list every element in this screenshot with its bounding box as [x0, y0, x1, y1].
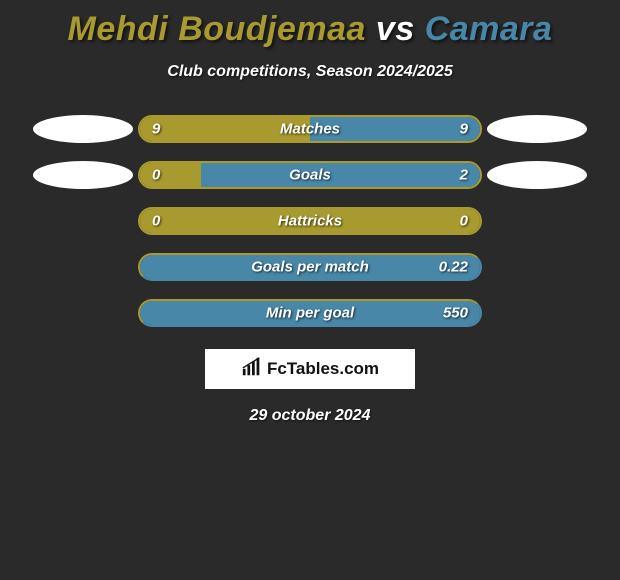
vs-text: vs [376, 10, 415, 48]
stat-row: Min per goal 550 [0, 299, 620, 327]
stat-label: Hattricks [278, 213, 342, 230]
watermark-text: FcTables.com [267, 359, 379, 379]
stats-rows: Matches 9 9 Goals 0 2 Hattricks 0 0 Goals per mat… [0, 115, 620, 327]
player1-name: Mehdi Boudjemaa [68, 10, 366, 48]
stat-value-right: 0.22 [439, 259, 468, 276]
team-badge-left [28, 115, 138, 143]
stat-row: Goals 0 2 [0, 161, 620, 189]
stat-value-right: 0 [460, 213, 468, 230]
stat-bar: Matches 9 9 [138, 115, 482, 143]
stat-bar: Goals per match 0.22 [138, 253, 482, 281]
stat-row: Matches 9 9 [0, 115, 620, 143]
player2-name: Camara [425, 10, 553, 48]
bar-fill-right [201, 163, 480, 187]
stat-label: Min per goal [266, 305, 354, 322]
stat-value-left: 0 [152, 167, 160, 184]
badge-placeholder [33, 115, 133, 143]
stat-value-left: 9 [152, 121, 160, 138]
bar-fill-left [140, 163, 201, 187]
team-badge-left [28, 161, 138, 189]
badge-placeholder [33, 161, 133, 189]
subtitle: Club competitions, Season 2024/2025 [0, 63, 620, 81]
watermark: FcTables.com [205, 349, 415, 389]
badge-placeholder [487, 161, 587, 189]
stat-bar: Goals 0 2 [138, 161, 482, 189]
stat-value-right: 550 [443, 305, 468, 322]
chart-bar-icon [241, 356, 263, 383]
stat-label: Goals [289, 167, 331, 184]
comparison-title: Mehdi Boudjemaa vs Camara [0, 0, 620, 49]
stat-value-right: 9 [460, 121, 468, 138]
stat-value-left: 0 [152, 213, 160, 230]
stat-row: Hattricks 0 0 [0, 207, 620, 235]
stat-label: Goals per match [251, 259, 369, 276]
badge-placeholder [487, 115, 587, 143]
team-badge-right [482, 161, 592, 189]
team-badge-right [482, 115, 592, 143]
stat-bar: Hattricks 0 0 [138, 207, 482, 235]
stat-bar: Min per goal 550 [138, 299, 482, 327]
stat-row: Goals per match 0.22 [0, 253, 620, 281]
stat-label: Matches [280, 121, 340, 138]
date: 29 october 2024 [0, 407, 620, 425]
stat-value-right: 2 [460, 167, 468, 184]
